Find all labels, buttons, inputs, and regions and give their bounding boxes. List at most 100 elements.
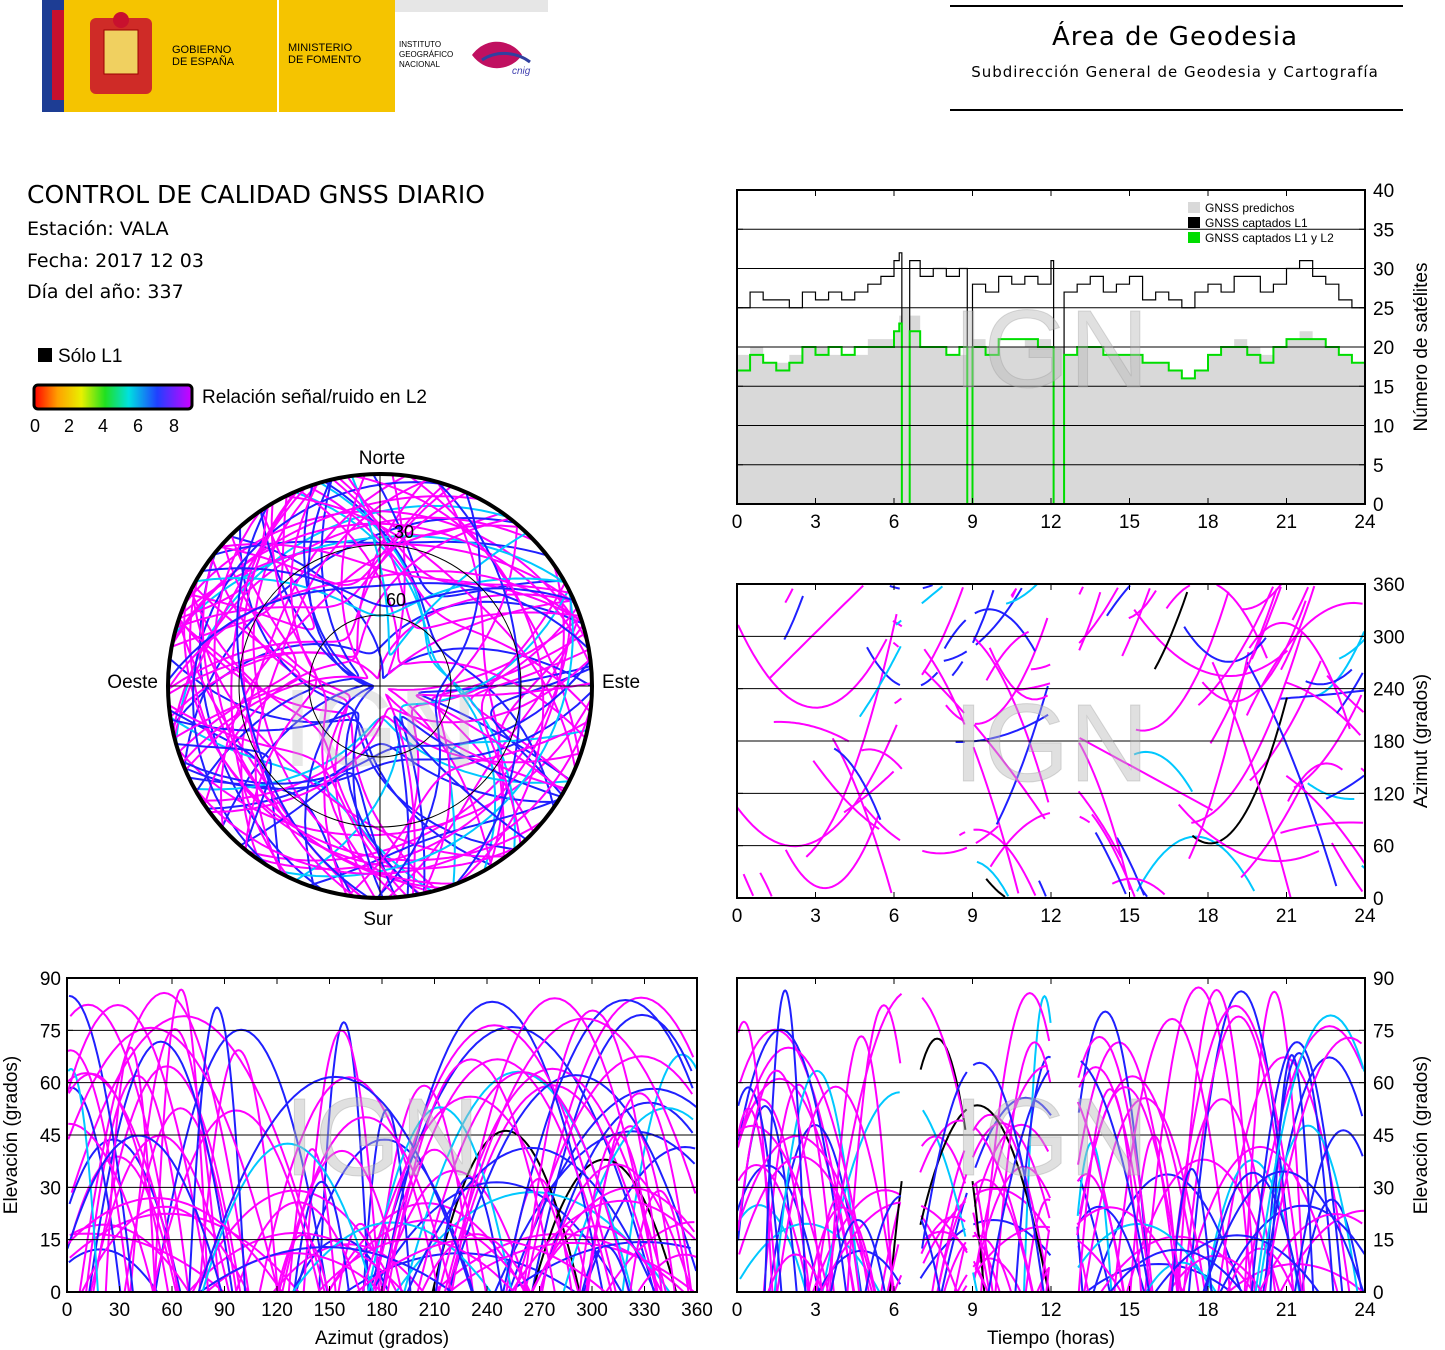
- azimuth-track: [1293, 694, 1363, 789]
- azimuth-track: [866, 646, 939, 687]
- azimuth-track: [1248, 621, 1351, 730]
- azimuth-track: [1079, 737, 1213, 812]
- date-text: Fecha: 2017 12 03: [27, 250, 204, 272]
- azimuth-track: [943, 608, 1036, 652]
- x-tick-label: 90: [214, 1300, 235, 1321]
- y-tick-label: 120: [1373, 784, 1405, 805]
- azimuth-track: [861, 748, 903, 770]
- skyplot-track: [230, 490, 297, 878]
- skyplot-west-label: Oeste: [107, 672, 158, 693]
- skyplot-track: [239, 526, 516, 851]
- elevation-time-track: [1250, 1041, 1344, 1293]
- l1-only-label: Sólo L1: [58, 346, 123, 367]
- skyplot-track: [307, 479, 420, 896]
- elevation-time-track: [1144, 986, 1253, 1293]
- plot-frame: [736, 189, 1366, 505]
- elevation-azimuth-track: [68, 1086, 122, 1293]
- azimuth-track: [1106, 584, 1131, 617]
- elevation-azimuth-track: [67, 1049, 130, 1293]
- elevation-time-track: [1024, 1198, 1051, 1293]
- x-tick-label: 3: [810, 512, 821, 533]
- skyplot-north-label: Norte: [359, 448, 405, 469]
- elevation-azimuth-track: [67, 1072, 170, 1293]
- azimuth-track: [972, 636, 1050, 803]
- azimuth-track: [1287, 762, 1343, 802]
- y-tick-label: 10: [1373, 417, 1394, 438]
- azimuth-track: [1246, 661, 1338, 887]
- azimuth-track: [773, 720, 850, 743]
- azimuth-track: [1139, 887, 1148, 898]
- x-tick-label: 60: [161, 1300, 182, 1321]
- elevation-azimuth-track: [198, 1049, 279, 1293]
- elevation-azimuth-track: [382, 1148, 487, 1293]
- x-tick-label: 24: [1354, 1300, 1376, 1321]
- y-tick-label: 180: [1373, 732, 1405, 753]
- elevation-azimuth-track: [104, 1046, 157, 1293]
- azimuth-track: [892, 641, 1046, 820]
- azimuth-time-chart: 0 60 120 180 240 300 360 0 3 6 9 12 15 18 21 24 Azimut (…: [732, 575, 1432, 927]
- elevation-azimuth-track: [295, 1138, 474, 1293]
- elevation-time-track: [1243, 990, 1305, 1293]
- azimuth-track: [736, 724, 898, 848]
- elevation-azimuth-track: [371, 1024, 617, 1293]
- elevation-azimuth-track: [586, 1092, 693, 1293]
- azimuth-track: [1240, 783, 1304, 879]
- skyplot-track: [376, 492, 481, 899]
- azimuth-track: [784, 815, 880, 890]
- elevation-azimuth-track: [386, 1058, 556, 1293]
- elevation-azimuth-track: [67, 1067, 99, 1293]
- azimuth-track: [1325, 774, 1365, 800]
- skyplot-track: [173, 535, 566, 635]
- skyplot-track: [256, 564, 565, 871]
- elevation-time-track: [1204, 1171, 1302, 1293]
- elevation-time-track: [1182, 1015, 1295, 1293]
- y-tick-label: 0: [1373, 1283, 1384, 1304]
- skyplot-track: [239, 771, 397, 898]
- elevation-time-track: [736, 1124, 830, 1293]
- elevation-azimuth-track: [510, 1199, 696, 1293]
- elevation-time-track: [994, 1041, 1052, 1293]
- x-tick-label: 330: [629, 1300, 661, 1321]
- azimuth-track: [759, 872, 773, 897]
- skyplot-track: [173, 584, 301, 739]
- azimuth-track: [894, 586, 964, 705]
- elevation-azimuth-track: [123, 1107, 238, 1293]
- x-tick-label: 210: [419, 1300, 451, 1321]
- elevation-azimuth-track: [151, 1109, 321, 1293]
- x-tick-label: 12: [1040, 906, 1061, 927]
- elevation-azimuth-track: [201, 1142, 374, 1293]
- legend-swatch-predicted: [1188, 202, 1200, 213]
- x-tick-label: 300: [576, 1300, 608, 1321]
- azimuth-track: [1077, 790, 1123, 859]
- y-tick-label: 75: [1373, 1021, 1394, 1042]
- x-tick-label: 9: [967, 1300, 978, 1321]
- elevation-time-track: [1300, 1198, 1363, 1293]
- azimuth-track: [742, 873, 755, 897]
- x-tick-label: 6: [889, 906, 900, 927]
- snr-colorbar: [32, 383, 194, 411]
- skyplot-east-label: Este: [602, 672, 640, 693]
- azimuth-track: [1201, 600, 1307, 703]
- y-tick-label: 15: [40, 1231, 61, 1252]
- snr-label: Relación señal/ruido en L2: [202, 387, 427, 408]
- x-tick-label: 15: [1119, 1300, 1140, 1321]
- gov-label: GOBIERNO DE ESPAÑA: [172, 44, 235, 68]
- elevation-azimuth-track: [450, 997, 659, 1293]
- x-tick-label: 15: [1119, 512, 1140, 533]
- elevation-azimuth-track: [522, 1009, 663, 1293]
- legend-label-l1: GNSS captados L1: [1205, 216, 1308, 230]
- azimuth-track: [1094, 831, 1127, 895]
- satellite-count-chart: 0 5 10 15 20 25 30 35 40 0 3 6 9 12 15 18 21 24 Número de …: [732, 181, 1432, 533]
- elevation-azimuth-track: [68, 1155, 178, 1293]
- azimuth-track: [1136, 835, 1256, 892]
- elevation-azimuth-track: [367, 1106, 513, 1293]
- azimuth-track: [812, 760, 880, 830]
- elevation-time-track: [864, 1194, 941, 1293]
- azimuth-track: [1191, 697, 1288, 845]
- y-tick-label: 90: [40, 969, 61, 990]
- y-tick-label: 45: [1373, 1126, 1394, 1147]
- skyplot-track: [346, 475, 581, 630]
- elevation-time-track: [1154, 1234, 1320, 1293]
- elevation-time-track: [1109, 1248, 1244, 1293]
- elevation-azimuth-track: [581, 1244, 631, 1293]
